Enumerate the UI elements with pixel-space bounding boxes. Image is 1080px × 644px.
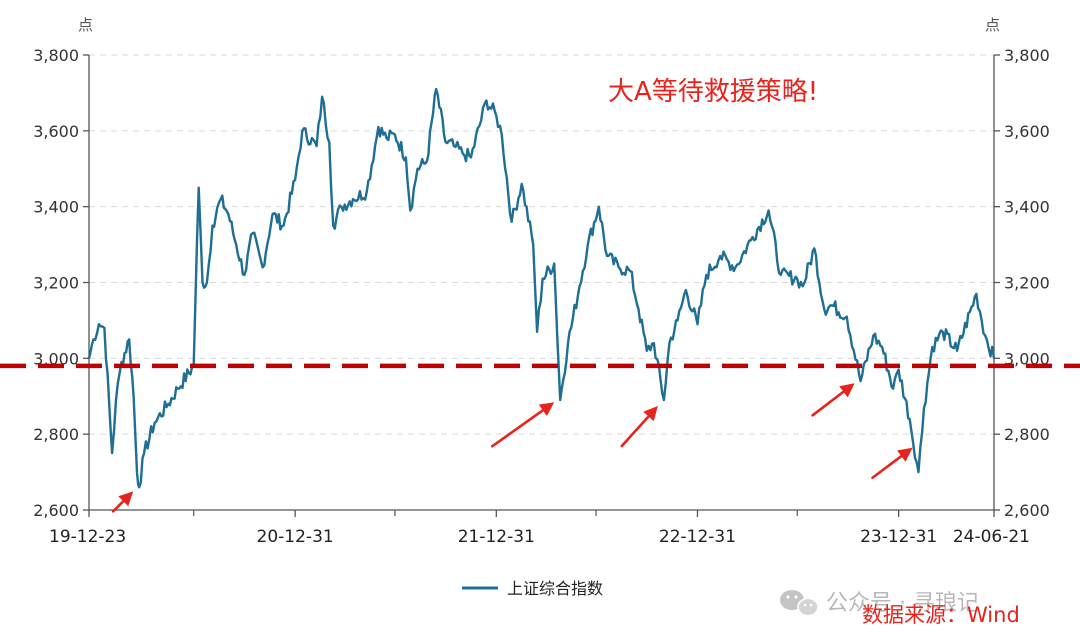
y-tick-label-right: 2,800 [1004, 425, 1050, 444]
x-tick-label: 22-12-31 [659, 527, 736, 547]
y-unit-left: 点 [78, 16, 93, 34]
x-tick-label: 21-12-31 [458, 527, 535, 547]
watermark-text: 公众号 · 寻琅记 [826, 591, 979, 616]
watermark: 公众号 · 寻琅记 [780, 590, 979, 617]
y-tick-label-right: 3,400 [1004, 198, 1050, 217]
x-tick-label: 24-06-21 [953, 527, 1030, 547]
arrow-shaft [811, 390, 845, 417]
arrow-shaft [490, 409, 545, 448]
y-tick-label-left: 2,600 [33, 501, 79, 520]
arrow-shaft [871, 454, 903, 480]
y-unit-right: 点 [985, 16, 1000, 34]
x-tick-label: 19-12-23 [49, 527, 126, 547]
arrow [111, 491, 134, 513]
arrow-head [839, 383, 855, 398]
annotation-arrows [111, 383, 913, 513]
legend-label: 上证综合指数 [507, 579, 603, 598]
arrow-head [897, 447, 913, 462]
y-tick-label-right: 3,000 [1004, 349, 1050, 368]
chart-annotation: 大A等待救援策略! [608, 77, 818, 107]
legend: 上证综合指数 [462, 579, 603, 598]
tick-labels: 2,600 2,600 2,800 2,800 3,000 3,000 3,200 3,200… [33, 46, 1050, 547]
arrow-shaft [620, 415, 650, 448]
y-tick-label-left: 2,800 [33, 425, 79, 444]
y-tick-label-left: 3,800 [33, 46, 79, 65]
arrow [620, 406, 658, 448]
grid-lines [89, 54, 994, 435]
arrow-shaft [111, 499, 125, 513]
arrow [490, 402, 555, 448]
arrow [811, 383, 855, 417]
arrow-head [643, 406, 658, 422]
y-tick-label-right: 2,600 [1004, 501, 1050, 520]
y-tick-label-left: 3,600 [33, 122, 79, 141]
y-tick-label-right: 3,800 [1004, 46, 1050, 65]
arrow-head [118, 491, 134, 507]
arrow [871, 447, 913, 480]
source-note: 数据来源：Wind [862, 603, 1020, 627]
x-tick-label: 20-12-31 [257, 527, 334, 547]
tick-marks [83, 54, 1000, 517]
y-tick-label-left: 3,200 [33, 274, 79, 293]
wechat-icon [780, 590, 819, 617]
arrow-head [538, 402, 555, 417]
series-line-shanghai-composite [87, 87, 996, 489]
y-tick-label-left: 3,000 [33, 349, 79, 368]
y-tick-label-left: 3,400 [33, 198, 79, 217]
y-tick-label-right: 3,200 [1004, 274, 1050, 293]
y-tick-label-right: 3,600 [1004, 122, 1050, 141]
x-tick-label: 23-12-31 [860, 527, 937, 547]
